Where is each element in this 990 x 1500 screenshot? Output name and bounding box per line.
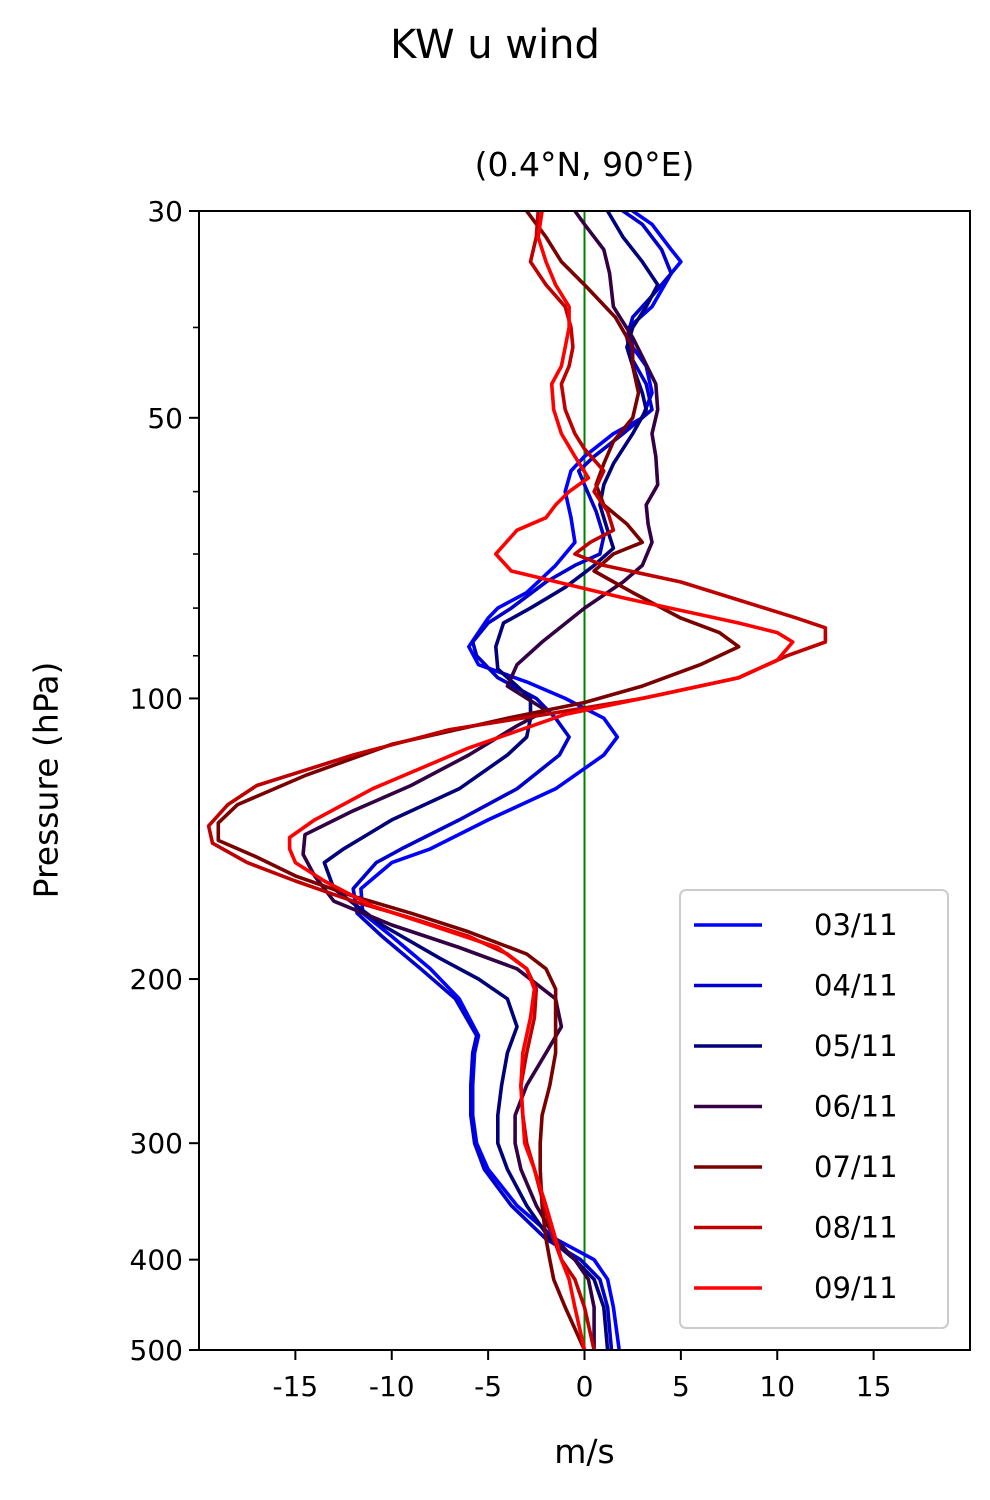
x-axis-label: m/s [554, 1432, 615, 1471]
x-tick-label: 10 [759, 1370, 795, 1403]
x-tick-label: -5 [474, 1370, 502, 1403]
y-tick-label: 30 [147, 195, 183, 228]
x-tick-label: -10 [369, 1370, 415, 1403]
legend-label: 07/11 [814, 1150, 898, 1184]
y-tick-label: 300 [130, 1127, 183, 1160]
series-line-07-11 [216, 211, 741, 1350]
series-line-04-11 [351, 211, 674, 1350]
y-tick-label: 200 [130, 963, 183, 996]
legend-label: 03/11 [814, 908, 898, 942]
legend-label: 08/11 [814, 1211, 898, 1245]
series-line-09-11 [287, 211, 795, 1350]
x-tick-label: 5 [672, 1370, 690, 1403]
legend-label: 04/11 [814, 969, 898, 1003]
y-tick-label: 50 [147, 402, 183, 435]
x-tick-label: 0 [576, 1370, 594, 1403]
x-tick-label: 15 [856, 1370, 892, 1403]
legend-box [679, 889, 949, 1329]
legend-label: 05/11 [814, 1029, 898, 1063]
y-tick-label: 100 [130, 682, 183, 715]
chart-suptitle: KW u wind [390, 22, 600, 68]
y-tick-label: 500 [130, 1334, 183, 1367]
legend-label: 09/11 [814, 1271, 898, 1305]
series-line-05-11 [322, 211, 660, 1350]
y-tick-label: 400 [130, 1244, 183, 1277]
chart-title: (0.4°N, 90°E) [474, 145, 695, 184]
series-line-03-11 [359, 211, 683, 1350]
legend-label: 06/11 [814, 1090, 898, 1124]
x-tick-label: -15 [273, 1370, 319, 1403]
series-line-06-11 [301, 211, 660, 1350]
